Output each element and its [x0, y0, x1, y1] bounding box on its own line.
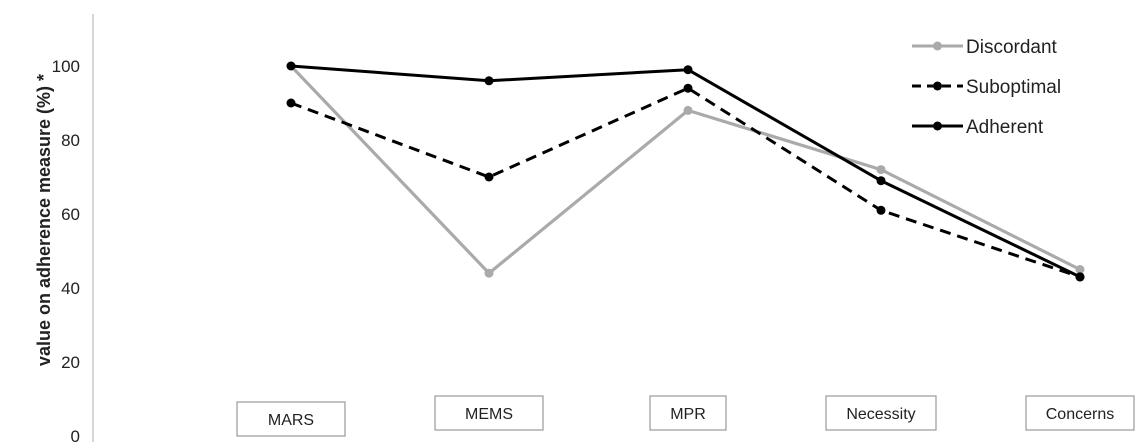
y-tick-labels: 0 20 40 60 80 100 [52, 57, 80, 444]
category-label-boxes: MARS MEMS MPR Necessity Concerns [236, 395, 1135, 437]
category-label: MARS [268, 412, 314, 429]
category-label: MEMS [465, 406, 513, 423]
category-box: MEMS [434, 395, 544, 431]
y-axis: 0 20 40 60 80 100 value on adherence measure … [34, 14, 94, 444]
category-box-frame [1025, 395, 1135, 431]
category-box: MPR [649, 395, 727, 431]
legend-entry: Discordant [912, 37, 1058, 58]
y-tick-label: 0 [71, 427, 80, 444]
series-line [289, 64, 1081, 275]
category-box-frame [236, 401, 346, 437]
legend-swatch-marker [933, 41, 942, 51]
legend-label: Adherent [966, 117, 1044, 138]
legend-entry: Suboptimal [912, 77, 1061, 98]
data-point [683, 65, 693, 75]
data-point [286, 98, 296, 108]
data-point [286, 61, 296, 71]
data-point [876, 165, 886, 175]
series-lines [286, 61, 1085, 282]
data-point [876, 176, 886, 186]
legend-swatch-marker [933, 121, 942, 131]
data-point [683, 83, 693, 93]
category-box-frame [649, 395, 727, 431]
data-point [1075, 265, 1085, 274]
data-point [484, 172, 494, 182]
data-point [1075, 272, 1085, 282]
y-axis-title: value on adherence measure (%) * [34, 74, 54, 366]
legend-swatch-marker [933, 81, 942, 91]
category-box-frame [434, 395, 544, 431]
category-box: Concerns [1025, 395, 1135, 431]
series-line [290, 64, 1081, 279]
series-line [290, 86, 1081, 279]
category-label: Concerns [1046, 406, 1114, 423]
legend-entry: Adherent [912, 117, 1044, 138]
series-discordant [286, 61, 1085, 278]
category-box-frame [825, 395, 937, 431]
y-tick-label: 100 [52, 57, 80, 76]
legend: Discordant Suboptimal Adherent [912, 37, 1061, 138]
category-label: MPR [670, 406, 706, 423]
data-point [876, 205, 886, 215]
y-tick-label: 60 [61, 205, 80, 224]
data-point [484, 268, 494, 278]
y-tick-label: 40 [61, 279, 80, 298]
category-box: MARS [236, 401, 346, 437]
y-tick-label: 20 [61, 353, 80, 372]
category-box: Necessity [825, 395, 937, 431]
data-point [484, 76, 494, 86]
legend-label: Suboptimal [966, 77, 1061, 98]
data-point [683, 105, 693, 115]
series-adherent [286, 61, 1085, 282]
category-label: Necessity [846, 406, 915, 423]
legend-label: Discordant [966, 37, 1058, 58]
y-tick-label: 80 [61, 131, 80, 150]
